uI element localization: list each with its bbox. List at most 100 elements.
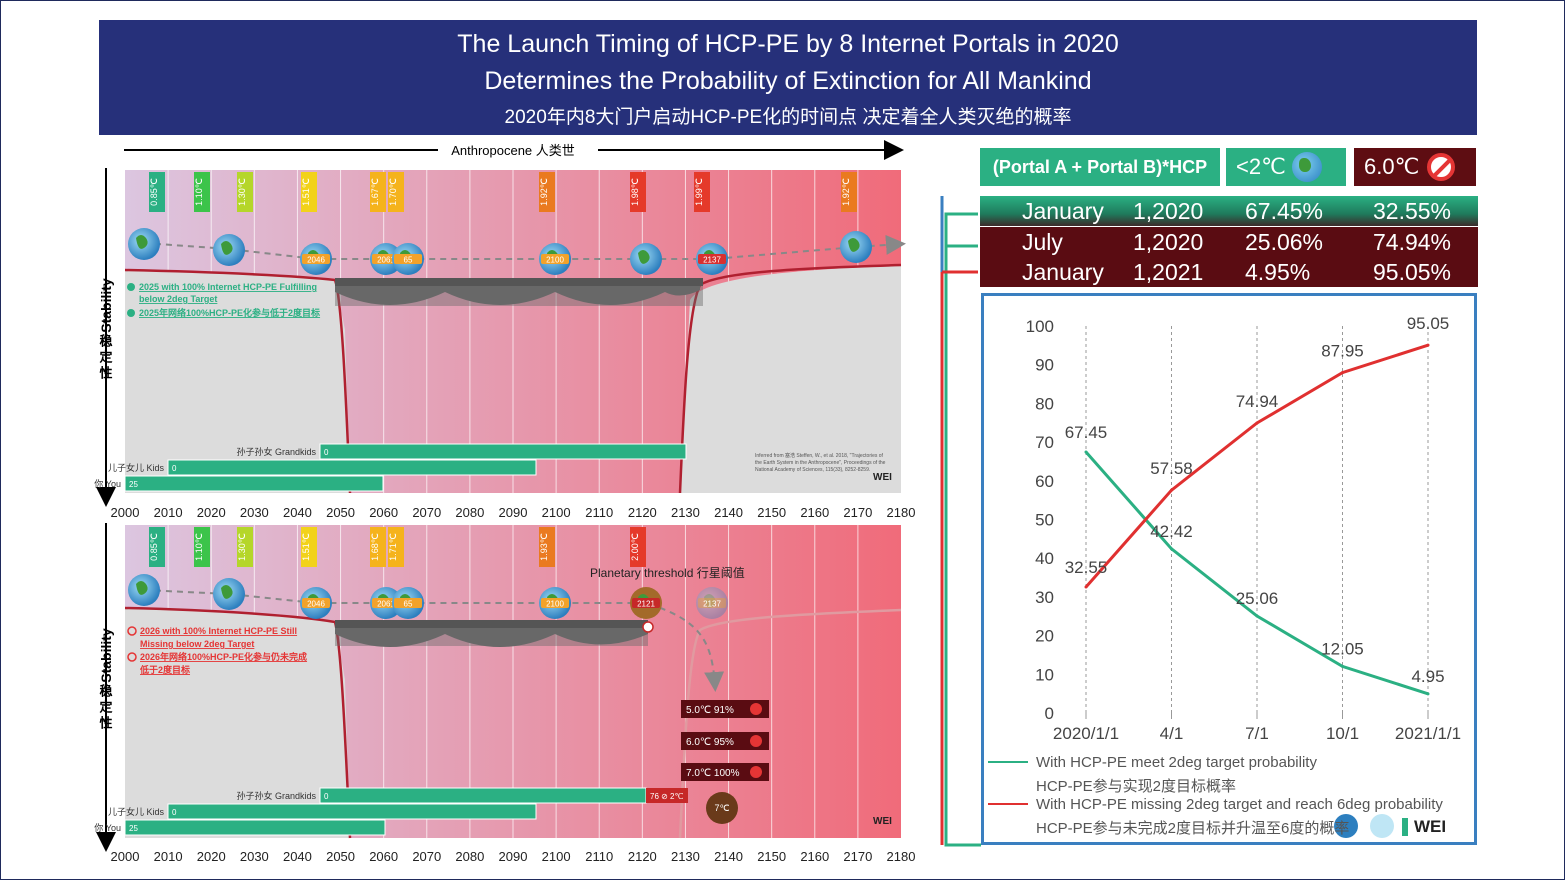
year-badge [394,598,422,608]
data-point [1341,664,1344,668]
year-tick-label: 2130 [671,505,700,520]
temperature-tag [237,527,253,567]
x-tick-label: 4/1 [1160,724,1184,743]
bridge-body [335,628,648,646]
y-tick-label: 10 [1035,665,1054,684]
bridge-body [335,286,703,306]
year-tick-label: 2120 [628,849,657,864]
y-tick-label: 60 [1035,472,1054,491]
stable-region-left [125,270,350,493]
row-prob-6c: 32.55% [1373,198,1452,224]
legend-red-en: With HCP-PE missing 2deg target and reac… [1036,796,1443,813]
brain-logo-icon [1370,814,1394,838]
year-tick-label: 2070 [412,849,441,864]
year-tick-label: 2100 [542,849,571,864]
six-c-text: 6.0℃ [1364,154,1420,179]
year-tick-label: 2160 [800,505,829,520]
prohibited-icon [1427,153,1456,181]
outcome-box [681,732,769,750]
temperature-tag [370,527,386,567]
temperature-tag-label: 1.68℃ [370,533,380,561]
source-credit: the Earth System in the Anthropocene", P… [755,460,886,466]
year-tick-label: 2070 [412,505,441,520]
stability-cn-char: 稳 [99,334,112,349]
x-tick-label: 10/1 [1326,724,1359,743]
generation-bar [167,459,537,476]
x-tick-label: 2021/1/1 [1395,724,1461,743]
temperature-tag-label: 1.51℃ [301,178,311,206]
data-point [1341,371,1344,375]
generation-bar-label: 儿子女儿 Kids [108,462,165,473]
earth-continent-icon [136,581,148,595]
data-point [1084,450,1088,454]
temperature-tag-label: 1.51℃ [301,533,311,561]
stability-cn-char: 定 [98,350,112,365]
earth-continent-icon [221,585,233,599]
row-prob-2c: 25.06% [1245,229,1324,255]
temperature-tag [539,172,555,212]
table-row: January 1,2021 4.95% 95.05% [980,257,1478,287]
row-prob-2c: 67.45% [1245,198,1324,224]
year-tick-label: 2090 [499,505,528,520]
generation-bar-label: 儿子女儿 Kids [108,806,165,817]
earth-continent-icon [136,235,148,249]
hazard-icon [750,735,762,747]
probability-line-chart: 0 10 20 30 40 50 60 70 80 90 100 2020/1/1 4/1 7/1 10/1… [988,314,1461,838]
generation-bar [167,803,537,820]
y-tick-label: 50 [1035,511,1054,530]
earth-icon [1291,152,1322,182]
prohibited-icon [127,652,137,662]
generation-bar-label: 孙子孙女 Grandkids [236,446,316,457]
year-tick-label: 2040 [283,849,312,864]
outcome-box [681,700,769,718]
note-cn-line1: 2026年网络100%HCP-PE化参与仍未完成 [140,651,307,662]
stability-cn-char: 性 [99,366,112,381]
year-badge-label: 2137 [703,600,721,609]
year-tick-label: 2150 [757,849,786,864]
outcome-label: 7.0℃ 100% [686,768,740,779]
generation-bar [124,475,384,492]
temperature-tag [194,527,210,567]
x-tick-label: 2020/1/1 [1053,724,1119,743]
year-tick-label: 2050 [326,849,355,864]
source-credit: National Academy of Sciences, 115(33), 8… [755,467,870,473]
year-tick-label: 2000 [111,849,140,864]
year-tick-label: 2020 [197,849,226,864]
row-date: 1,2021 [1133,259,1204,285]
generation-bar-label: 孙子孙女 Grandkids [236,790,316,801]
data-label: 57.58 [1150,459,1193,478]
wei-logo: WEI [1414,817,1446,836]
end-tag [646,788,688,803]
bridge-arches [335,286,700,305]
y-tick-label: 70 [1035,433,1054,452]
table-row: July 1,2020 25.06% 74.94% [980,227,1478,257]
temperature-tag-label: 1.67℃ [370,178,380,206]
row-date: 1,2020 [1133,229,1204,255]
year-tick-label: 2000 [111,505,140,520]
hazard-icon [750,703,762,715]
generation-bar [319,443,687,460]
stability-cn-char: 稳 [99,684,112,699]
note-en-line1: 2025 with 100% Internet HCP-PE Fulfillin… [139,282,317,292]
data-label: 32.55 [1065,558,1108,577]
legend-green-cn: HCP-PE参与实现2度目标概率 [1036,778,1237,795]
year-tick-label: 2010 [154,849,183,864]
burning-earth-icon [706,792,738,824]
y-tick-label: 90 [1035,356,1054,375]
note-cn: 2025年网络100%HCP-PE化参与低于2度目标 [139,307,320,318]
temperature-tag-label: 1.70℃ [388,178,398,206]
temperature-tag [630,172,646,212]
year-badge-label: 2046 [307,256,325,265]
outcome-label: 6.0℃ 95% [686,737,734,748]
data-point [1426,692,1430,696]
formula-text: (Portal A + Portal B)*HCP [992,156,1208,177]
earth-small-icon [127,309,135,317]
wei-logo: WEI [873,816,892,827]
generation-bar-label: 你 You [94,822,121,833]
hazard-icon [750,766,762,778]
year-badge [698,598,726,608]
year-badge-label: 2061 [377,256,395,265]
temperature-tag [539,527,555,567]
data-point [1084,585,1088,589]
outcome-box [681,763,769,781]
